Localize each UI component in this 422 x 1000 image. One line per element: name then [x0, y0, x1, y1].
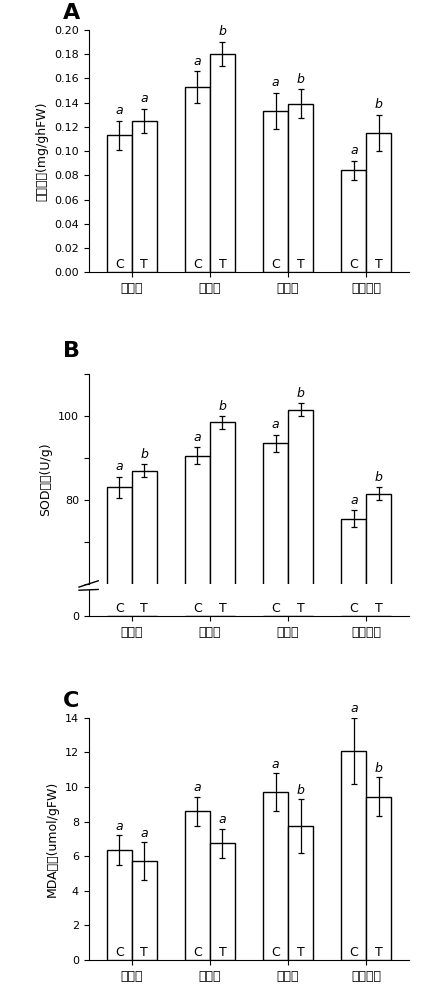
Text: C: C: [271, 258, 280, 271]
Text: T: T: [140, 258, 148, 271]
Bar: [341, 751, 366, 960]
Text: T: T: [297, 946, 305, 959]
Bar: [107, 135, 132, 272]
Text: C: C: [193, 258, 202, 271]
Text: T: T: [219, 602, 226, 615]
Text: b: b: [297, 784, 305, 797]
Text: b: b: [140, 448, 148, 461]
Text: C: C: [349, 602, 358, 615]
Text: T: T: [219, 258, 226, 271]
Text: a: a: [115, 820, 123, 833]
Text: a: a: [219, 813, 226, 826]
Y-axis label: 根系活力(mg/ghFW): 根系活力(mg/ghFW): [35, 101, 49, 201]
Text: T: T: [297, 602, 305, 615]
Text: C: C: [193, 946, 202, 959]
Text: b: b: [375, 98, 383, 111]
Bar: [263, 111, 288, 272]
Text: a: a: [194, 431, 201, 444]
Bar: [185, 811, 210, 960]
Bar: [341, 519, 366, 836]
Text: a: a: [115, 460, 123, 473]
Text: a: a: [194, 55, 201, 68]
Text: T: T: [219, 946, 226, 959]
Bar: [210, 843, 235, 960]
Text: a: a: [141, 92, 148, 105]
Text: T: T: [375, 258, 383, 271]
Text: a: a: [350, 494, 357, 507]
Y-axis label: MDA含量(umol/gFW): MDA含量(umol/gFW): [46, 781, 59, 897]
Bar: [210, 422, 235, 836]
Text: a: a: [272, 758, 279, 771]
Bar: [185, 456, 210, 836]
Text: C: C: [115, 602, 124, 615]
Bar: [288, 104, 313, 272]
Text: b: b: [297, 387, 305, 400]
Text: C: C: [193, 602, 202, 615]
Bar: [107, 487, 132, 836]
Text: a: a: [141, 827, 148, 840]
Text: C: C: [349, 946, 358, 959]
Bar: [132, 861, 157, 960]
Bar: [366, 494, 391, 836]
Bar: [288, 410, 313, 836]
Text: a: a: [350, 702, 357, 715]
Bar: [288, 826, 313, 960]
Text: b: b: [297, 73, 305, 86]
Bar: [341, 170, 366, 272]
Text: a: a: [115, 104, 123, 117]
Text: C: C: [115, 258, 124, 271]
Bar: [185, 87, 210, 272]
Text: b: b: [219, 400, 226, 413]
Text: B: B: [63, 341, 80, 361]
Text: b: b: [375, 471, 383, 484]
Y-axis label: SOD活性(U/g): SOD活性(U/g): [39, 442, 52, 516]
Text: C: C: [271, 946, 280, 959]
Text: C: C: [349, 258, 358, 271]
Text: b: b: [375, 762, 383, 775]
Text: a: a: [272, 418, 279, 431]
Bar: [366, 133, 391, 272]
Text: T: T: [140, 946, 148, 959]
Text: C: C: [63, 691, 79, 711]
Text: a: a: [194, 781, 201, 794]
Bar: [263, 443, 288, 836]
Text: A: A: [63, 3, 80, 23]
Bar: [210, 54, 235, 272]
Text: T: T: [375, 602, 383, 615]
Text: C: C: [115, 946, 124, 959]
Text: C: C: [271, 602, 280, 615]
Text: T: T: [297, 258, 305, 271]
Text: a: a: [272, 76, 279, 89]
Text: T: T: [140, 602, 148, 615]
Bar: [107, 850, 132, 960]
Bar: [132, 471, 157, 836]
Text: a: a: [350, 144, 357, 157]
Bar: [132, 121, 157, 272]
Bar: [263, 792, 288, 960]
Text: b: b: [219, 25, 226, 38]
Text: T: T: [375, 946, 383, 959]
Bar: [366, 797, 391, 960]
